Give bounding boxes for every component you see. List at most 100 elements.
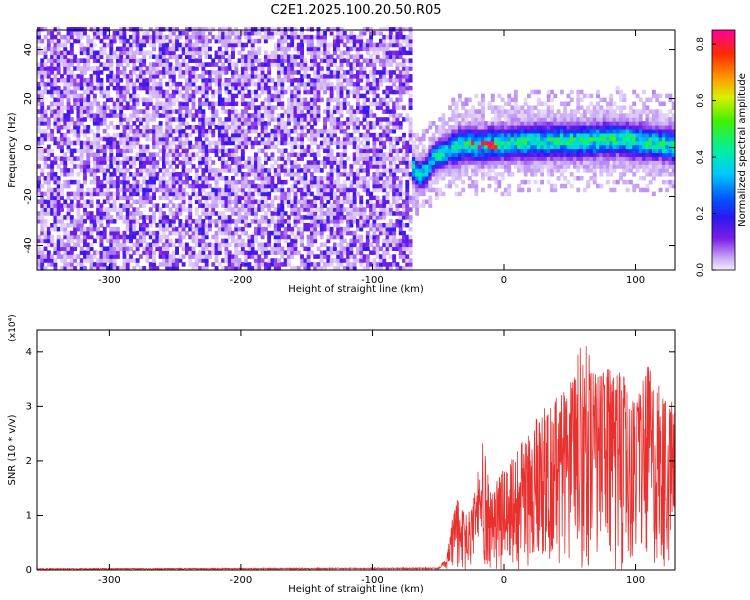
spectrogram-cell (309, 172, 314, 177)
spectrogram-cell (277, 42, 281, 48)
spectrogram-cell (63, 46, 68, 52)
spectrogram-cell (398, 222, 403, 228)
spectrogram-cell (332, 128, 337, 134)
spectrogram-cell (40, 97, 45, 103)
spectrogram-cell (379, 121, 383, 126)
spectrogram-cell (250, 199, 255, 204)
spectrogram-cell (240, 207, 245, 212)
spectrogram-cell (240, 109, 245, 114)
spectrogram-cell (152, 42, 156, 48)
spectrogram-cell (109, 121, 114, 126)
spectrogram-cell (161, 89, 166, 95)
spectrogram-cell (198, 156, 203, 161)
spectrogram-cell (184, 85, 189, 91)
spectrogram-cell (125, 187, 130, 193)
spectrogram-cell (181, 58, 186, 63)
spectrogram-cell (188, 113, 193, 118)
spectrogram-cell (135, 258, 140, 263)
spectrogram-cell (313, 50, 318, 56)
spectrogram-cell (63, 250, 68, 255)
spectrogram-cell (214, 101, 219, 107)
spectrogram-cell (165, 81, 170, 87)
spectrogram-cell (158, 70, 163, 75)
spectrogram-cell (240, 128, 245, 134)
spectrogram-cell (217, 219, 222, 224)
spectrogram-cell (201, 222, 206, 228)
spectrogram-cell (221, 199, 226, 204)
spectrogram-cell (138, 81, 143, 87)
spectrogram-cell (165, 222, 170, 228)
spectrogram-cell (356, 219, 360, 224)
spectrogram-cell (122, 195, 127, 201)
spectrogram-cell (313, 219, 318, 224)
spectrogram-cell (171, 42, 176, 48)
spectrogram-cell (168, 230, 173, 236)
spectrogram-cell (388, 42, 393, 48)
spectrogram-cell (254, 168, 258, 173)
spectrogram-cell (227, 195, 232, 201)
spectrogram-cell (306, 250, 311, 255)
spectrogram-cell (76, 121, 81, 126)
spectrogram-cell (89, 74, 94, 79)
spectrogram-cell (148, 219, 153, 224)
spectrogram-cell (125, 156, 130, 161)
spectrogram-cell (382, 152, 387, 157)
spectrogram-cell (168, 85, 173, 91)
spectrogram-cell (89, 105, 94, 110)
spectrogram-cell (79, 66, 84, 71)
spectrogram-cell (224, 246, 229, 252)
spectrogram-cell (332, 74, 337, 79)
spectrogram-cell (300, 219, 304, 224)
spectrogram-cell (309, 160, 314, 165)
spectrogram-cell (89, 230, 94, 236)
spectrogram-cell (398, 125, 403, 130)
spectrogram-cell (234, 191, 239, 197)
spectrogram-cell (106, 175, 110, 181)
spectrogram-cell (109, 230, 114, 236)
spectrogram-cell (155, 175, 160, 181)
spectrogram-cell (237, 74, 242, 79)
spectrogram-cell (60, 50, 64, 56)
spectrogram-cell (392, 191, 397, 197)
spectrogram-cell (125, 175, 130, 181)
spectrogram-cell (152, 136, 156, 142)
spectrogram-cell (339, 54, 344, 60)
spectrogram-cell (168, 266, 173, 271)
spectrogram-cell (109, 113, 114, 118)
spectrogram-cell (319, 187, 324, 193)
spectrogram-cell (53, 226, 58, 232)
spectrogram-cell (69, 262, 74, 267)
spectrogram-cell (194, 125, 199, 130)
spectrogram-cell (372, 164, 377, 169)
spectrogram-cell (201, 38, 206, 44)
spectrogram-cell (296, 207, 301, 212)
spectrogram-cell (37, 156, 41, 161)
spectrogram-cell (306, 152, 311, 157)
spectrogram-cell (395, 117, 400, 122)
spectrogram-cell (119, 179, 124, 185)
spectrogram-cell (231, 156, 235, 161)
spectrogram-cell (96, 128, 101, 134)
spectrogram-cell (208, 85, 212, 91)
spectrogram-cell (385, 152, 390, 157)
spectrogram-cell (283, 160, 288, 165)
spectrogram-cell (37, 85, 41, 91)
spectrogram-cell (56, 30, 61, 36)
spectrogram-cell (375, 168, 380, 173)
spectrogram-cell (372, 132, 377, 138)
spectrogram-cell (201, 160, 206, 165)
spectrogram-cell (221, 121, 226, 126)
spectrogram-cell (234, 109, 239, 114)
spectrogram-cell (184, 125, 189, 130)
spectrogram-cell (342, 164, 347, 169)
spectrogram-cell (247, 117, 252, 122)
spectrogram-cell (319, 226, 324, 232)
spectrogram-cell (86, 113, 91, 118)
spectrogram-cell (96, 144, 101, 150)
spectrogram-cell (46, 234, 51, 240)
spectrogram-cell (342, 30, 347, 36)
spectrogram-cell (319, 50, 324, 56)
spectrogram-cell (175, 211, 180, 216)
spectrogram-cell (293, 101, 298, 107)
spectrogram-cell (260, 242, 265, 248)
